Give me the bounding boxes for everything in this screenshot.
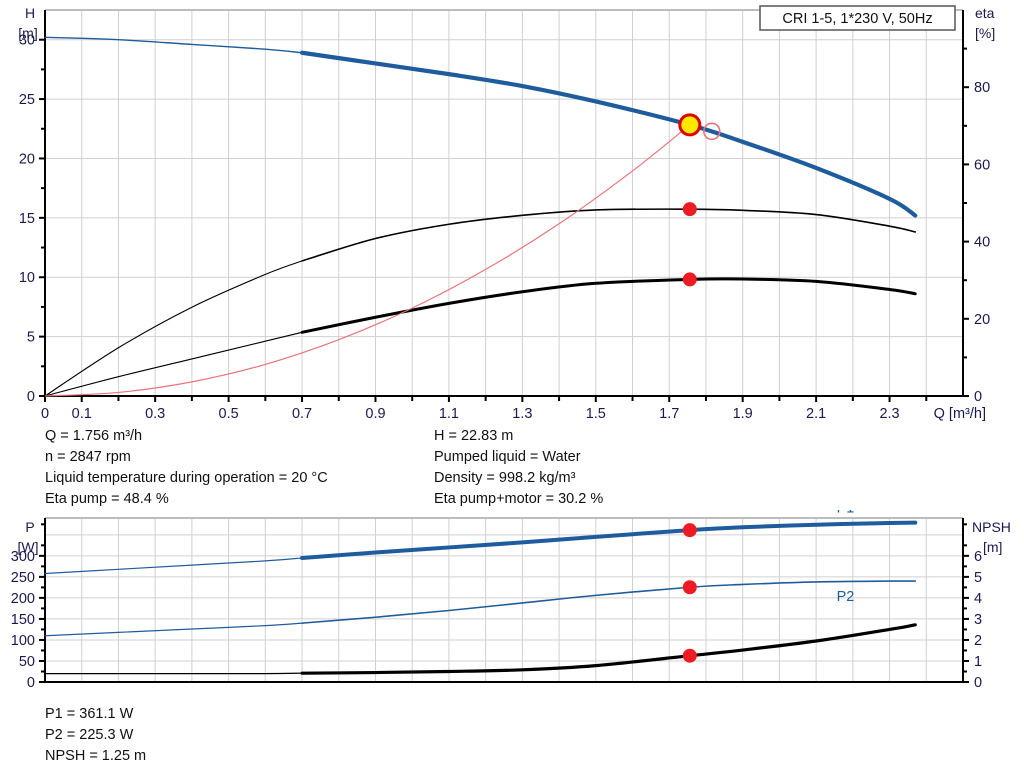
bottom-chart: 50 100 150 200 250 300 0 0 1 2 3 4 5 6 P [W] NPSH [m] P1 P2 — [11, 510, 1011, 691]
y-tick-label-left: 300 — [11, 549, 35, 565]
curve-p2 — [301, 580, 917, 624]
y-tick-label-right: 5 — [974, 570, 982, 586]
curve-eta-pump-thin — [44, 260, 303, 397]
x-tick-label: 0 — [41, 406, 49, 422]
top-chart: 0 5 10 15 20 25 30 0 20 40 60 80 0 0.1 0.3 0.5 0.7 0.9 1.1… — [18, 5, 995, 422]
y-tick-label-left: 30 — [19, 33, 35, 49]
x-tick-label: 0.3 — [145, 406, 165, 422]
x-tick-label: 0.9 — [365, 406, 385, 422]
x-tick-label: 0.7 — [292, 406, 312, 422]
curve-npsh — [300, 623, 917, 675]
y-axis-title-right-line1: eta — [975, 5, 995, 21]
y-tick-label-right: 3 — [974, 612, 982, 628]
y-tick-label-right: 6 — [974, 549, 982, 565]
x-tick-label: 1.7 — [659, 406, 679, 422]
curve-eta-pump — [301, 208, 917, 262]
info-bottom-line-1: P1 = 361.1 W — [45, 706, 134, 722]
x-tick-label: 0.1 — [72, 406, 92, 422]
y-axis-title-left-line1: H — [25, 5, 35, 21]
y-tick-label-right: 2 — [974, 633, 982, 649]
info-left-line-3: Liquid temperature during operation = 20… — [45, 470, 328, 486]
y-tick-label-left: 10 — [19, 270, 35, 286]
operating-info-right: H = 22.83 m Pumped liquid = Water Density … — [434, 426, 603, 510]
info-left-line-4: Eta pump = 48.4 % — [45, 491, 169, 507]
x-tick-label: 1.5 — [586, 406, 606, 422]
info-left-line-2: n = 2847 rpm — [45, 449, 131, 465]
curve-label-p2: P2 — [837, 589, 855, 605]
y-tick-label-right: 0 — [974, 675, 982, 691]
marker-eta-pump-motor — [682, 272, 697, 287]
info-bottom-line-3: NPSH = 1.25 m — [45, 748, 147, 764]
info-right-line-1: H = 22.83 m — [434, 428, 514, 444]
curve-label-p1: P1 — [837, 510, 855, 517]
info-right-line-4: Eta pump+motor = 30.2 % — [434, 491, 604, 507]
y-axis-title-right-line1: NPSH — [972, 519, 1011, 535]
title-box-label: CRI 1-5, 1*230 V, 50Hz — [782, 11, 932, 27]
y-tick-label-left: 100 — [11, 633, 35, 649]
x-tick-label: 1.3 — [512, 406, 532, 422]
marker-p1 — [682, 523, 697, 538]
y-tick-label-left: 15 — [19, 211, 35, 227]
curve-eta-pump-motor — [300, 277, 917, 334]
y-tick-label-left: 25 — [19, 92, 35, 108]
y-tick-label-left: 50 — [19, 654, 35, 670]
y-axis-title-right-line2: [m] — [983, 539, 1002, 555]
x-tick-label: 0.5 — [219, 406, 239, 422]
y-tick-label-right: 0 — [974, 389, 982, 405]
y-tick-label-right: 20 — [974, 312, 990, 328]
y-tick-label-right: 4 — [974, 591, 982, 607]
curve-head-h-q--thin — [44, 36, 303, 54]
marker-npsh — [682, 648, 697, 663]
y-axis-title-left-line1: P — [25, 519, 34, 535]
info-bottom-line-2: P2 = 225.3 W — [45, 727, 134, 743]
info-right-line-3: Density = 998.2 kg/m³ — [434, 470, 576, 486]
curve-system — [44, 124, 691, 397]
y-tick-label-left: 0 — [27, 675, 35, 691]
title-box — [759, 5, 956, 31]
y-axis-title-right-line2: [%] — [975, 25, 995, 41]
curve-head-h-q- — [299, 50, 918, 218]
info-left-line-1: Q = 1.756 m³/h — [45, 428, 143, 444]
x-tick-label: 1.9 — [733, 406, 753, 422]
y-tick-label-right: 40 — [974, 235, 990, 251]
x-tick-label: 1.1 — [439, 406, 459, 422]
y-tick-label-left: 200 — [11, 591, 35, 607]
y-tick-label-left: 250 — [11, 570, 35, 586]
curve-eta-pump-motor-thin — [44, 331, 303, 397]
y-tick-label-right: 1 — [974, 654, 982, 670]
y-axis-title-left-line2: [W] — [18, 539, 39, 555]
y-tick-label-left: 150 — [11, 612, 35, 628]
x-tick-label: 2.3 — [879, 406, 899, 422]
y-tick-label-left: 0 — [27, 389, 35, 405]
info-right-line-2: Pumped liquid = Water — [434, 449, 581, 465]
marker-eta-pump — [682, 202, 697, 217]
curve-p1 — [300, 520, 918, 560]
y-tick-label-right: 80 — [974, 80, 990, 96]
x-tick-label: 2.1 — [806, 406, 826, 422]
marker-secondary-duty-point — [703, 122, 721, 141]
y-tick-label-left: 20 — [19, 151, 35, 167]
x-axis-label: Q [m³/h] — [934, 406, 986, 422]
duty-point-marker[interactable] — [678, 113, 702, 137]
y-tick-label-right: 60 — [974, 157, 990, 173]
y-tick-label-left: 5 — [27, 330, 35, 346]
marker-p2 — [682, 580, 697, 595]
power-info: P1 = 361.1 W P2 = 225.3 W NPSH = 1.25 m — [45, 704, 146, 767]
y-axis-title-left-line2: [m] — [18, 25, 37, 41]
operating-info-left: Q = 1.756 m³/h n = 2847 rpm Liquid tempera… — [45, 426, 328, 510]
